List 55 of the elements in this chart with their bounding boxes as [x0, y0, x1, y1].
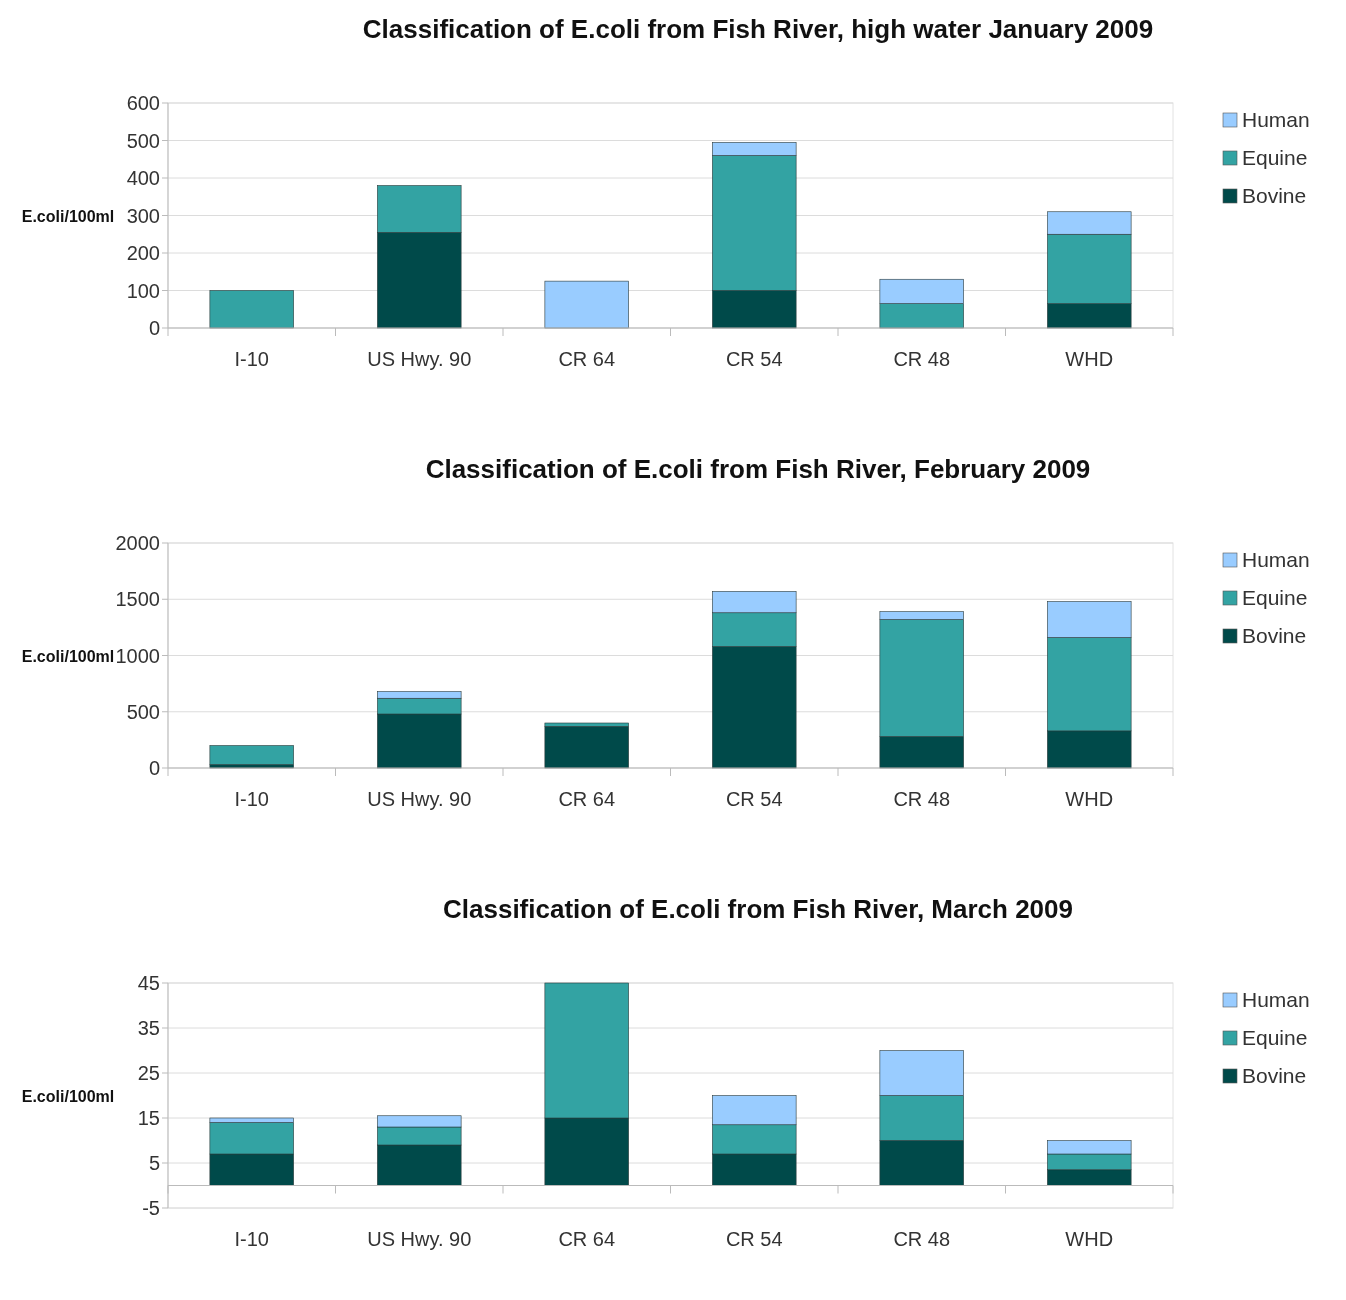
y-tick-label: 200 — [126, 242, 160, 264]
legend-label: Human — [1242, 108, 1310, 131]
y-tick-label: 15 — [137, 1107, 160, 1129]
bar — [544, 280, 629, 329]
x-tick-label: US Hwy. 90 — [367, 348, 472, 370]
x-tick-label: CR 64 — [558, 788, 616, 810]
legend-label: Bovine — [1242, 184, 1307, 207]
y-axis-title: E.coli/100ml — [21, 1087, 115, 1105]
x-tick-label: I-10 — [234, 788, 269, 810]
x-tick-label: CR 54 — [725, 1228, 783, 1250]
x-tick-label: CR 54 — [725, 788, 783, 810]
x-tick-label: I-10 — [234, 1228, 269, 1250]
chart-title: Classification of E.coli from Fish River, March 2009 — [443, 894, 1073, 924]
x-tick-label: CR 54 — [725, 348, 783, 370]
legend-label: Equine — [1242, 146, 1308, 169]
x-tick-label: WHD — [1065, 1228, 1114, 1250]
y-tick-label: 35 — [137, 1017, 160, 1039]
y-tick-label: 25 — [137, 1062, 160, 1084]
bar — [209, 290, 294, 329]
y-tick-label: 2000 — [115, 532, 160, 554]
x-tick-label: US Hwy. 90 — [367, 1228, 472, 1250]
x-tick-label: CR 64 — [558, 348, 616, 370]
chart-title: Classification of E.coli from Fish River, February 2009 — [425, 454, 1091, 484]
x-tick-label: I-10 — [234, 348, 269, 370]
y-tick-label: 1500 — [115, 588, 160, 611]
y-tick-label: 300 — [126, 204, 160, 227]
bar — [209, 745, 294, 765]
x-tick-label: CR 48 — [893, 1228, 951, 1250]
y-tick-label: 500 — [126, 700, 160, 723]
legend-label: Human — [1242, 548, 1310, 571]
y-tick-label: 5 — [148, 1152, 160, 1174]
legend-label: Bovine — [1242, 1064, 1307, 1087]
legend-label: Equine — [1242, 586, 1308, 609]
y-tick-label: 45 — [137, 972, 160, 994]
x-tick-label: CR 64 — [558, 1228, 616, 1250]
legend-label: Human — [1242, 988, 1310, 1011]
x-tick-label: CR 48 — [893, 348, 951, 370]
y-tick-label: 600 — [126, 92, 160, 114]
x-tick-label: CR 48 — [893, 788, 951, 810]
y-tick-label: -5 — [142, 1197, 160, 1219]
chart-title: Classification of E.coli from Fish River, high water January 2009 — [362, 14, 1154, 44]
x-tick-label: US Hwy. 90 — [367, 788, 472, 810]
y-tick-label: 400 — [126, 167, 160, 189]
bar — [544, 726, 629, 769]
y-axis-title: E.coli/100ml — [21, 647, 115, 665]
legend-label: Equine — [1242, 1026, 1308, 1049]
y-tick-label: 500 — [126, 129, 160, 152]
x-tick-label: WHD — [1065, 348, 1114, 370]
y-tick-label: 1000 — [115, 644, 160, 667]
y-tick-label: 0 — [148, 757, 160, 779]
y-tick-label: 0 — [148, 317, 160, 339]
legend-label: Bovine — [1242, 624, 1307, 647]
y-tick-label: 100 — [126, 279, 160, 302]
x-tick-label: WHD — [1065, 788, 1114, 810]
y-axis-title: E.coli/100ml — [21, 207, 115, 225]
